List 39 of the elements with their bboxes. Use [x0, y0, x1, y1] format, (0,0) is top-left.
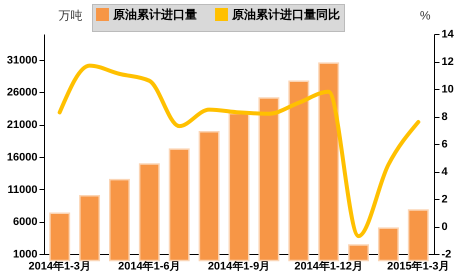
y-tick-label: 1000 — [13, 248, 38, 260]
bar — [228, 112, 250, 262]
x-tick-label: 2015年1-3月 — [387, 260, 450, 272]
y-tick-label: 16000 — [6, 151, 38, 164]
bar — [318, 62, 340, 262]
bar — [138, 163, 160, 262]
legend-label: 原油累计进口量 — [112, 8, 197, 22]
y2-tick-label: 4 — [442, 166, 448, 178]
legend-label: 原油累计进口量同比 — [231, 8, 340, 22]
y-tick-label: 11000 — [8, 184, 38, 196]
bar — [408, 209, 429, 262]
y2-tick-label: 12 — [442, 56, 454, 68]
y-tick-label: 6000 — [13, 216, 38, 228]
x-tick-label: 2014年1-3月 — [28, 260, 91, 272]
y2-tick-label: 8 — [442, 111, 448, 123]
y2-tick-label: 6 — [442, 138, 448, 150]
x-tick-label: 2014年1-12月 — [294, 260, 363, 272]
y-tick-label: 31000 — [6, 54, 38, 66]
bar — [168, 148, 190, 262]
line-series — [58, 64, 420, 238]
y-axis-title: 万吨 — [58, 8, 82, 22]
y2-tick-label: 10 — [442, 84, 454, 96]
y2-tick-label: 0 — [442, 221, 448, 233]
bar — [348, 244, 370, 262]
bar — [108, 178, 130, 262]
y2-tick-label: -2 — [442, 248, 452, 260]
y2-tick-label: 14 — [442, 28, 455, 40]
bar — [79, 195, 100, 262]
bar — [288, 80, 310, 262]
x-tick-label: 2014年1-9月 — [208, 260, 270, 272]
y2-axis-title: % — [420, 8, 431, 22]
bar — [258, 97, 280, 262]
x-tick-label: 2014年1-6月 — [118, 260, 181, 272]
bar — [49, 212, 70, 262]
y2-tick-label: 2 — [442, 194, 448, 206]
y-tick-label: 26000 — [6, 86, 38, 99]
bar — [198, 130, 220, 262]
bar — [378, 227, 399, 262]
y-tick-label: 21000 — [6, 119, 38, 132]
